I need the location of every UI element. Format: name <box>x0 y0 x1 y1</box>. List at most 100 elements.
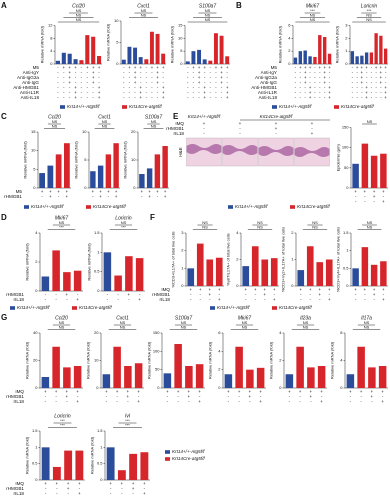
condition-sign: - <box>228 394 230 399</box>
condition-sign: - <box>69 95 71 100</box>
condition-sign: + <box>66 189 69 194</box>
condition-sign: + <box>328 65 331 70</box>
bar <box>67 53 72 64</box>
condition-sign: + <box>115 189 118 194</box>
condition-sign: - <box>295 85 297 90</box>
legend-label: Krt14+/+-Atg5f/f <box>172 449 205 454</box>
condition-sign: + <box>143 491 146 496</box>
condition-sign: - <box>373 199 375 204</box>
bar <box>370 264 378 286</box>
y-tick-label: 1 <box>35 444 38 449</box>
y-axis-label: %CD3+IL17A+ of total live cells <box>171 231 176 287</box>
y-tick-label: 1 <box>97 249 100 254</box>
condition-sign: + <box>203 121 206 126</box>
bar <box>361 143 369 188</box>
y-axis-label: Relative mRNA (fold) <box>123 141 128 179</box>
legend-label: Krt14+/+-Atg5f/f <box>31 204 64 209</box>
condition-sign: + <box>384 85 387 90</box>
significance-label: *** <box>121 225 126 230</box>
bar <box>79 60 84 64</box>
significance-label: NS <box>364 325 370 330</box>
chart-title: Loricrin <box>54 413 71 419</box>
condition-sign: - <box>190 297 192 302</box>
condition-sign: - <box>300 292 302 297</box>
bar <box>149 31 154 64</box>
condition-sign: - <box>226 75 228 80</box>
bar <box>64 450 73 480</box>
condition-sign: + <box>148 194 151 199</box>
condition-sign: - <box>319 70 321 75</box>
condition-sign: - <box>204 75 206 80</box>
condition-sign: - <box>55 399 57 404</box>
condition-label: IMQ <box>15 481 24 486</box>
condition-sign: + <box>208 292 211 297</box>
condition-sign: - <box>350 399 352 404</box>
condition-sign: + <box>92 65 95 70</box>
condition-sign: + <box>156 70 159 75</box>
condition-label: rIL18 <box>14 297 25 302</box>
y-tick-label: 0 <box>279 385 282 390</box>
bar <box>191 51 196 64</box>
condition-sign: - <box>190 292 192 297</box>
y-tick-label: 5 <box>116 40 119 45</box>
bar <box>361 247 369 286</box>
condition-sign: - <box>57 80 59 85</box>
significance-label: NS <box>303 325 309 330</box>
condition-sign: - <box>319 297 321 302</box>
condition-sign: - <box>300 70 302 75</box>
condition-sign: + <box>198 75 201 80</box>
condition-sign: + <box>203 85 206 90</box>
condition-label: Anti-IL18 <box>21 95 40 100</box>
condition-sign: - <box>92 194 94 199</box>
condition-sign: - <box>324 85 326 90</box>
condition-sign: - <box>81 95 83 100</box>
condition-sign: - <box>146 75 148 80</box>
legend-swatch <box>165 450 170 454</box>
condition-sign: - <box>249 399 251 404</box>
condition-sign: - <box>146 85 148 90</box>
condition-sign: + <box>323 80 326 85</box>
condition-sign: - <box>215 80 217 85</box>
condition-sign: + <box>318 292 321 297</box>
condition-sign: - <box>157 90 159 95</box>
y-tick-label: 4 <box>279 330 282 335</box>
bar <box>133 47 138 64</box>
bar <box>106 447 115 480</box>
condition-label: M5 <box>271 65 278 70</box>
condition-sign: - <box>319 90 321 95</box>
condition-sign: - <box>57 65 59 70</box>
condition-sign: - <box>121 486 123 491</box>
significance-label: NS <box>59 220 65 225</box>
chart-title: S100a7 <box>199 3 216 9</box>
bar <box>174 344 182 388</box>
condition-sign: - <box>187 65 189 70</box>
condition-sign: - <box>300 75 302 80</box>
condition-sign: + <box>189 287 192 292</box>
condition-label: Anti-IL18 <box>259 95 278 100</box>
condition-sign: + <box>263 287 266 292</box>
condition-sign: + <box>249 394 252 399</box>
condition-sign: + <box>304 65 307 70</box>
condition-sign: - <box>210 65 212 70</box>
condition-sign: + <box>364 287 367 292</box>
condition-sign: - <box>364 292 366 297</box>
y-tick-label: 8 <box>50 35 53 40</box>
condition-sign: - <box>151 70 153 75</box>
bar <box>140 452 149 480</box>
bar <box>368 367 376 388</box>
y-tick-label: 2 <box>35 259 38 264</box>
bar <box>370 155 378 188</box>
condition-sign: + <box>121 481 124 486</box>
condition-label: Anti-HMGB1 <box>13 85 39 90</box>
condition-sign: - <box>57 85 59 90</box>
condition-sign: - <box>45 292 47 297</box>
condition-sign: + <box>349 389 352 394</box>
legend-label: Krt14Cre-atg5f/f <box>79 305 112 310</box>
y-axis-label: Relative mRNA (fold) <box>335 25 340 63</box>
condition-sign: + <box>156 75 159 80</box>
condition-sign: - <box>245 297 247 302</box>
condition-sign: - <box>146 70 148 75</box>
condition-sign: + <box>371 389 374 394</box>
condition-sign: + <box>380 65 383 70</box>
condition-sign: - <box>203 126 205 131</box>
